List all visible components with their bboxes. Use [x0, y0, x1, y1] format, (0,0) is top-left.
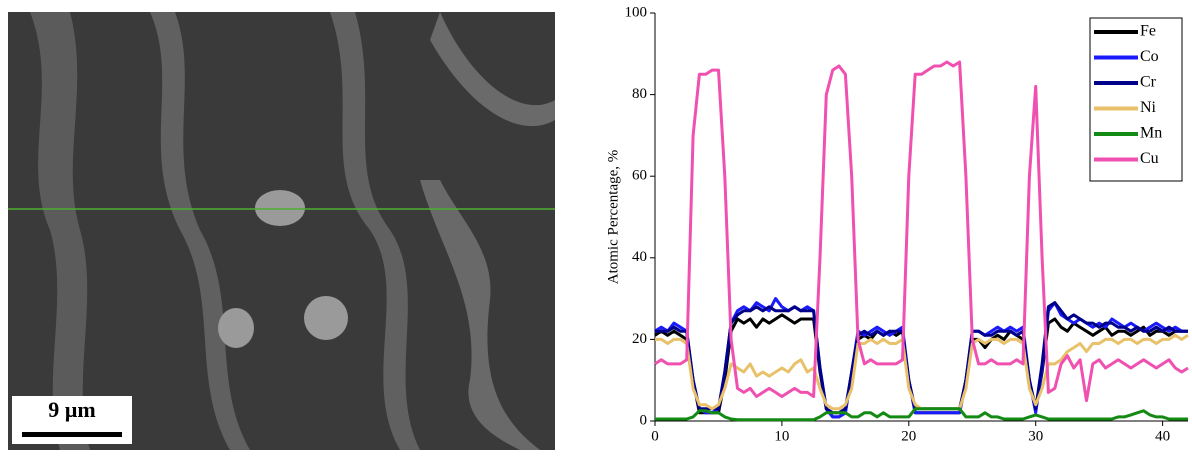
x-tick-label: 10 — [774, 428, 789, 444]
x-tick-label: 30 — [1028, 428, 1043, 444]
particle — [304, 296, 348, 340]
scale-bar-label: 9 µm — [48, 397, 96, 422]
y-tick-label: 40 — [632, 249, 647, 265]
legend-label: Mn — [1140, 125, 1162, 142]
x-tick-label: 20 — [901, 428, 916, 444]
y-tick-label: 60 — [632, 168, 647, 184]
scale-bar — [22, 432, 122, 437]
page: {"image": {"scale_bar": "9 µm"}, "chart_… — [0, 0, 1192, 455]
legend-label: Co — [1140, 48, 1159, 65]
y-tick-label: 20 — [632, 331, 647, 347]
figure: 9 µm 0 20 40 60 80 100 0 10 20 30 40 Atomic Percent… — [0, 0, 1192, 455]
x-tick-label: 40 — [1155, 428, 1170, 444]
sem-image: 9 µm — [8, 12, 555, 450]
particle — [255, 190, 305, 226]
legend-label: Cr — [1140, 74, 1157, 91]
legend-label: Fe — [1140, 23, 1156, 40]
y-axis-label: Atomic Percentage, % — [605, 150, 621, 285]
y-tick-label: 100 — [625, 4, 648, 20]
x-tick-label: 0 — [651, 428, 659, 444]
legend-label: Ni — [1140, 99, 1157, 116]
y-tick-label: 80 — [632, 86, 647, 102]
particle — [218, 308, 254, 348]
legend-label: Cu — [1140, 150, 1159, 167]
chart: 0 20 40 60 80 100 0 10 20 30 40 Atomic Percentage, … — [605, 4, 1188, 444]
legend-box — [1090, 18, 1182, 181]
y-tick-label: 0 — [640, 412, 648, 428]
